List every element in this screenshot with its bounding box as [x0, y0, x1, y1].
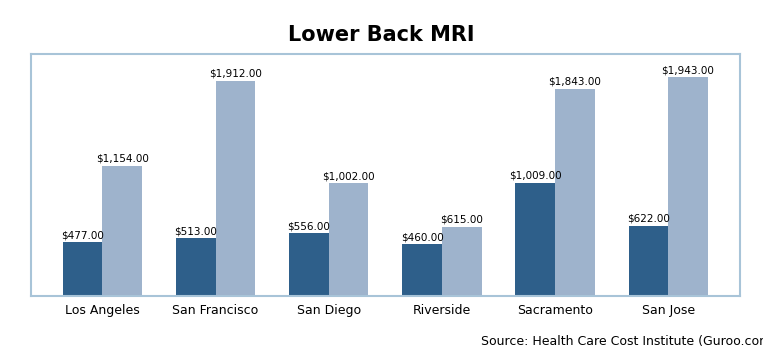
- Bar: [402, 244, 442, 296]
- Text: $477.00: $477.00: [61, 230, 104, 240]
- Bar: [63, 242, 102, 296]
- Bar: [329, 183, 369, 296]
- Bar: [216, 81, 255, 296]
- Text: $1,912.00: $1,912.00: [209, 69, 262, 79]
- Text: $1,002.00: $1,002.00: [322, 171, 375, 181]
- Bar: [668, 78, 708, 296]
- Text: $460.00: $460.00: [401, 232, 443, 242]
- Bar: [289, 234, 329, 296]
- Text: $1,009.00: $1,009.00: [509, 170, 562, 180]
- Text: $513.00: $513.00: [174, 226, 217, 236]
- Text: $1,943.00: $1,943.00: [662, 65, 714, 75]
- Bar: [442, 227, 481, 296]
- Text: $615.00: $615.00: [440, 214, 483, 225]
- Text: $1,154.00: $1,154.00: [95, 154, 149, 164]
- Bar: [176, 238, 216, 296]
- Bar: [102, 166, 142, 296]
- Bar: [629, 226, 668, 296]
- Text: $1,843.00: $1,843.00: [549, 77, 601, 86]
- Text: Lower Back MRI: Lower Back MRI: [288, 25, 475, 45]
- Bar: [555, 89, 594, 296]
- Text: $622.00: $622.00: [627, 214, 670, 224]
- Text: $556.00: $556.00: [288, 221, 330, 231]
- Bar: [516, 183, 555, 296]
- Text: Source: Health Care Cost Institute (Guroo.com): Source: Health Care Cost Institute (Guro…: [481, 335, 763, 348]
